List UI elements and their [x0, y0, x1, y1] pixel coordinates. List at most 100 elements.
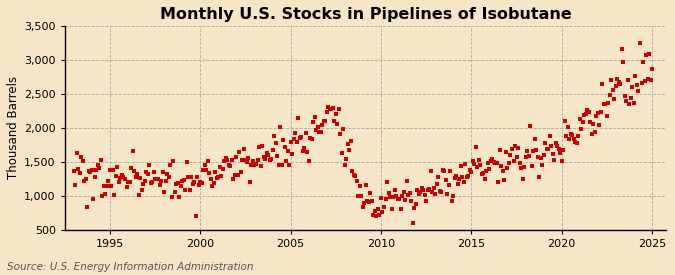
Point [427, 189, 437, 194]
Point [350, 174, 361, 178]
Point [561, 133, 572, 138]
Point [341, 157, 352, 161]
Point [512, 146, 523, 150]
Point [505, 153, 516, 157]
Point [225, 164, 236, 168]
Point [209, 181, 219, 185]
Point [452, 182, 463, 186]
Point [618, 59, 629, 64]
Point [423, 188, 433, 192]
Point [642, 77, 653, 81]
Point [387, 195, 398, 199]
Point [485, 159, 496, 163]
Point [270, 141, 281, 146]
Point [608, 87, 618, 92]
Point [537, 163, 547, 167]
Point [157, 169, 168, 174]
Point [429, 186, 439, 190]
Point [534, 175, 545, 179]
Point [558, 148, 568, 153]
Text: Source: U.S. Energy Information Administration: Source: U.S. Energy Information Administ… [7, 262, 253, 272]
Point [489, 160, 500, 164]
Point [540, 141, 551, 145]
Point [320, 119, 331, 123]
Point [612, 77, 623, 81]
Point [94, 166, 105, 170]
Point [119, 177, 130, 182]
Point [491, 160, 502, 165]
Point [456, 164, 466, 169]
Point [255, 164, 266, 168]
Point [446, 199, 457, 204]
Point [319, 119, 329, 123]
Point [462, 175, 472, 179]
Point [639, 79, 650, 83]
Point [510, 144, 520, 148]
Point [156, 179, 167, 183]
Point [398, 190, 409, 194]
Point [614, 80, 624, 84]
Point [198, 168, 209, 172]
Point [109, 192, 120, 197]
Point [526, 164, 537, 169]
Point [196, 181, 207, 185]
Point [593, 111, 603, 115]
Point [204, 170, 215, 175]
Point [638, 59, 649, 64]
Point [78, 159, 88, 163]
Point [288, 136, 299, 141]
Point [360, 183, 371, 187]
Point [248, 159, 259, 163]
Point [217, 167, 228, 171]
Point [246, 163, 257, 167]
Point [516, 165, 526, 170]
Point [600, 102, 611, 106]
Point [207, 183, 218, 188]
Point [549, 158, 560, 162]
Point [213, 175, 223, 179]
Point [431, 182, 442, 186]
Point [359, 200, 370, 205]
Point [374, 213, 385, 217]
Point [333, 106, 344, 111]
Point [117, 173, 128, 177]
Point [219, 159, 230, 163]
Point [546, 143, 557, 148]
Point [511, 155, 522, 159]
Point [413, 192, 424, 197]
Point [443, 183, 454, 187]
Point [176, 183, 186, 188]
Point [335, 131, 346, 136]
Point [445, 169, 456, 174]
Point [95, 158, 106, 162]
Point [91, 168, 102, 173]
Point [276, 163, 287, 167]
Point [458, 180, 469, 184]
Point [266, 157, 277, 162]
Point [165, 163, 176, 167]
Point [636, 81, 647, 86]
Point [190, 214, 201, 219]
Point [177, 179, 188, 183]
Point [544, 134, 555, 138]
Point [522, 149, 533, 153]
Point [150, 177, 161, 181]
Point [587, 132, 597, 136]
Point [479, 177, 490, 181]
Point [589, 130, 600, 134]
Point [331, 112, 342, 116]
Title: Monthly U.S. Stocks in Pipelines of Isobutane: Monthly U.S. Stocks in Pipelines of Isob… [160, 7, 572, 22]
Point [377, 210, 388, 214]
Point [346, 138, 356, 143]
Point [493, 180, 504, 185]
Point [644, 51, 655, 56]
Point [622, 78, 633, 82]
Point [562, 124, 573, 129]
Point [80, 177, 91, 181]
Point [250, 162, 261, 166]
Point [502, 166, 513, 170]
Point [302, 150, 313, 154]
Point [317, 123, 327, 127]
Point [163, 175, 174, 179]
Point [154, 183, 165, 187]
